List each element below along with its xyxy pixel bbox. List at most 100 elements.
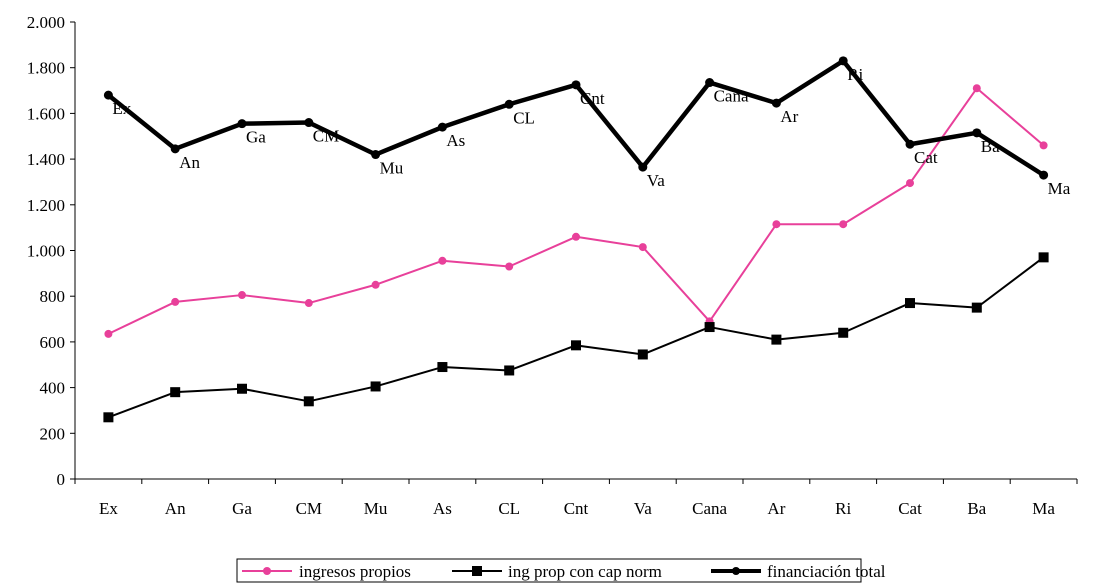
- data-point: [1038, 252, 1049, 263]
- x-tick-label: Ri: [835, 499, 851, 518]
- data-point: [838, 56, 848, 66]
- series-line: [108, 256, 1045, 419]
- x-axis: Ex An Ga CM Mu As CL Cnt Va Cana Ar Ri Cat Ba Ma: [74, 478, 1078, 518]
- y-axis: 0 200 400 600 800 1.000 1.200 1.400 1.600 1.800 2.…: [27, 13, 76, 489]
- y-tick-label: 600: [40, 333, 66, 352]
- x-tick-label: Cana: [692, 499, 727, 518]
- x-tick-label: Ar: [767, 499, 785, 518]
- x-tick-label: CM: [296, 499, 322, 518]
- point-label: Cat: [914, 148, 938, 167]
- legend-label: ingresos propios: [299, 562, 411, 581]
- data-point: [103, 90, 113, 100]
- data-point: [637, 349, 648, 360]
- data-point: [171, 297, 180, 306]
- data-point: [704, 322, 715, 333]
- data-point: [304, 118, 314, 128]
- data-point: [103, 412, 114, 423]
- point-label: CL: [513, 108, 535, 127]
- point-label: Ar: [780, 107, 798, 126]
- x-tick-label: Va: [634, 499, 652, 518]
- series-layer: [103, 56, 1049, 423]
- point-label: Ba: [981, 137, 1000, 156]
- legend-label: ing prop con cap norm: [508, 562, 662, 581]
- x-tick-label: An: [165, 499, 186, 518]
- point-label: Ga: [246, 128, 266, 147]
- data-point: [571, 80, 581, 90]
- data-point: [371, 150, 381, 160]
- data-point: [504, 365, 515, 376]
- data-point: [371, 280, 380, 289]
- point-label: An: [179, 153, 200, 172]
- series-3: [103, 56, 1049, 180]
- legend-swatch-marker: [732, 567, 740, 575]
- x-tick-label: As: [433, 499, 452, 518]
- legend-box: [236, 558, 862, 583]
- data-point: [906, 179, 914, 188]
- data-point: [972, 128, 982, 138]
- data-point: [972, 84, 981, 93]
- y-tick-label: 400: [40, 379, 66, 398]
- data-point: [638, 243, 647, 252]
- y-tick-label: 1.600: [27, 104, 65, 123]
- data-point: [1039, 141, 1048, 150]
- x-tick-label: Ga: [232, 499, 252, 518]
- y-tick-label: 200: [40, 424, 66, 443]
- data-point: [238, 291, 246, 300]
- data-point: [905, 139, 915, 149]
- data-point: [370, 381, 381, 392]
- point-label: Ri: [847, 65, 863, 84]
- series-2: [103, 252, 1049, 423]
- data-point: [104, 329, 113, 338]
- data-point: [437, 122, 447, 132]
- x-tick-label: Ex: [99, 499, 118, 518]
- data-point: [170, 144, 180, 154]
- y-tick-label: 1.800: [27, 59, 65, 78]
- point-labels: Ex An Ga CM Mu As CL Cnt Va Cana Ar Ri Cat Ba Ma: [112, 65, 1070, 198]
- data-point: [838, 327, 849, 338]
- point-label: Ex: [112, 99, 131, 118]
- x-tick-label: Ba: [967, 499, 986, 518]
- data-point: [1039, 170, 1049, 180]
- point-label: Cnt: [580, 89, 605, 108]
- data-point: [638, 162, 648, 172]
- point-label: Cana: [714, 87, 749, 106]
- legend-entry: ing prop con cap norm: [452, 562, 662, 581]
- y-tick-label: 2.000: [27, 13, 65, 32]
- x-tick-label: Mu: [364, 499, 388, 518]
- data-point: [772, 220, 781, 229]
- data-point: [771, 334, 782, 345]
- data-point: [438, 256, 447, 265]
- series-line: [106, 58, 1045, 177]
- data-point: [572, 232, 580, 241]
- data-point: [437, 362, 448, 373]
- point-label: Va: [647, 171, 665, 190]
- point-label: CM: [313, 127, 339, 146]
- legend: ingresos propios ing prop con cap norm fin…: [236, 558, 886, 583]
- y-tick-label: 1.400: [27, 150, 65, 169]
- x-tick-label: Ma: [1032, 499, 1055, 518]
- data-point: [971, 302, 982, 313]
- series-1: [104, 84, 1048, 338]
- legend-entry: financiación total: [711, 562, 886, 581]
- data-point: [304, 299, 313, 308]
- data-point: [237, 383, 247, 394]
- data-point: [705, 78, 715, 88]
- data-point: [237, 119, 247, 129]
- data-point: [303, 396, 314, 407]
- data-point: [839, 220, 848, 229]
- point-label: As: [446, 131, 465, 150]
- data-point: [504, 99, 514, 109]
- y-tick-label: 1.200: [27, 196, 65, 215]
- y-tick-label: 0: [57, 470, 66, 489]
- data-point: [905, 298, 915, 309]
- legend-label: financiación total: [767, 562, 886, 581]
- data-point: [505, 262, 514, 271]
- y-tick-label: 800: [40, 287, 66, 306]
- y-tick-label: 1.000: [27, 242, 65, 261]
- point-label: Ma: [1048, 179, 1071, 198]
- data-point: [771, 98, 781, 108]
- legend-entry: ingresos propios: [242, 562, 411, 581]
- x-tick-label: Cat: [898, 499, 922, 518]
- data-point: [170, 387, 181, 398]
